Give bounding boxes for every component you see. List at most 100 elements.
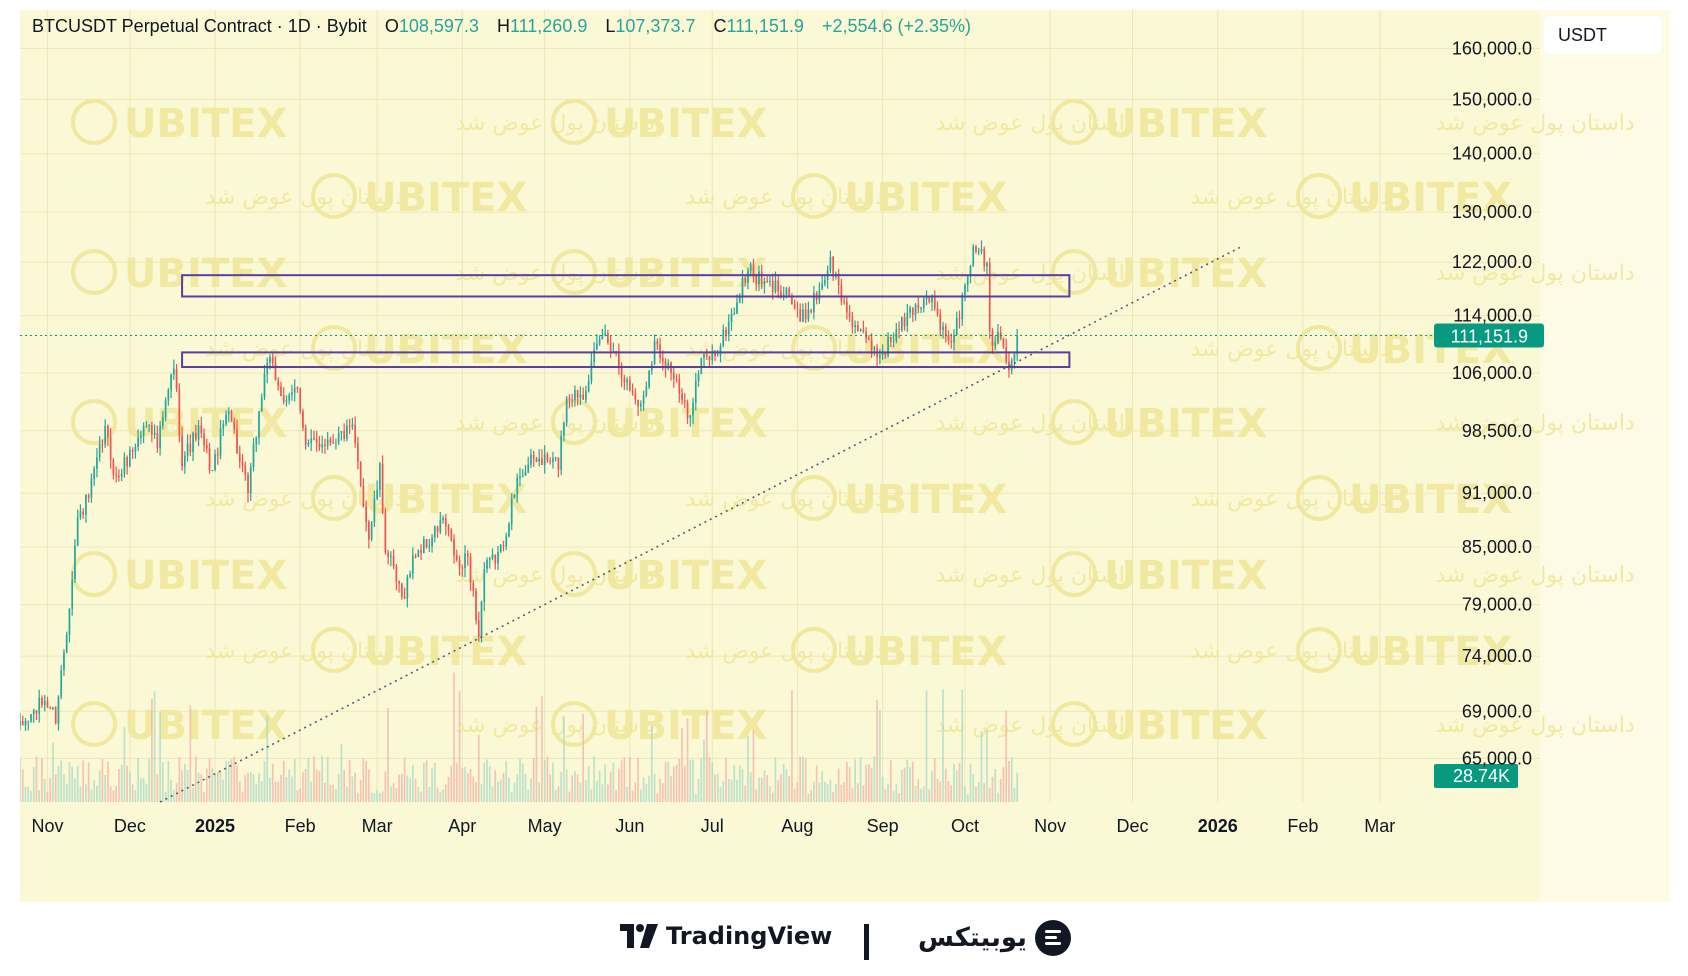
volume-bar — [785, 769, 788, 802]
candle-body — [395, 566, 398, 582]
watermark-slogan: داستان پول عوض شد — [205, 185, 404, 210]
volume-bar — [315, 769, 318, 802]
volume-bar — [241, 792, 244, 802]
candle-body — [109, 437, 112, 461]
candle-body — [777, 280, 780, 292]
volume-bar — [530, 778, 532, 802]
candle-body — [178, 389, 181, 436]
candle-body — [760, 271, 763, 285]
volume-bar — [439, 791, 442, 802]
volume-bar — [881, 776, 884, 802]
watermark-logo-icon — [1051, 701, 1097, 747]
volume-bar — [639, 789, 642, 802]
y-tick-label: 160,000.0 — [1452, 38, 1532, 58]
volume-bar — [332, 784, 335, 802]
volume-bar — [21, 769, 24, 802]
watermark-brand: UBITEX — [604, 703, 767, 749]
volume-bar — [93, 780, 96, 802]
candle-body — [241, 462, 244, 466]
candle-body — [725, 329, 727, 336]
candle-body — [442, 518, 444, 521]
volume-bar — [52, 742, 54, 802]
chart-area[interactable]: UBITEX داستان پول عوض شد UBITEX داستان پول … — [20, 10, 1670, 902]
volume-bar — [35, 756, 38, 802]
volume-bar — [741, 768, 744, 802]
candle-body — [288, 394, 291, 401]
volume-bar — [903, 767, 906, 802]
candle-body — [541, 458, 543, 465]
price-chart[interactable]: UBITEX داستان پول عوض شد UBITEX داستان پول … — [20, 10, 1670, 902]
volume-bar — [664, 762, 667, 802]
candle-body — [159, 425, 161, 449]
y-tick-label: 91,000.0 — [1462, 483, 1532, 503]
volume-bar — [725, 757, 727, 802]
candle-body — [936, 308, 939, 315]
volume-bar — [222, 779, 225, 802]
volume-bar — [944, 768, 947, 802]
volume-bar — [38, 790, 41, 802]
candle-body — [906, 312, 909, 327]
x-tick-label: Mar — [362, 816, 393, 836]
watermark-logo-icon — [71, 99, 117, 145]
candle-body — [197, 425, 200, 440]
watermark-brand: UBITEX — [604, 553, 767, 599]
volume-bar — [936, 779, 939, 802]
candle-body — [689, 415, 692, 419]
candle-body — [1002, 338, 1005, 347]
y-tick-label: 65,000.0 — [1462, 748, 1532, 768]
candle-body — [491, 554, 494, 558]
watermark-brand: UBITEX — [364, 327, 527, 373]
candle-body — [343, 431, 346, 439]
volume-bar — [966, 793, 969, 802]
footer-bar: TradingView یوبیتکس — [0, 902, 1688, 976]
currency-selector[interactable]: USDT — [1544, 16, 1662, 54]
watermark-brand: UBITEX — [1104, 703, 1267, 749]
volume-bar — [469, 769, 472, 802]
candle-body — [373, 498, 376, 523]
candle-body — [521, 475, 524, 477]
volume-bar — [862, 785, 865, 802]
candle-body — [85, 495, 87, 515]
volume-bar — [557, 786, 560, 802]
candle-body — [730, 313, 733, 322]
candle-body — [719, 346, 722, 356]
open-label: O — [384, 16, 399, 36]
volume-bar — [634, 782, 637, 802]
candle-body — [972, 246, 975, 266]
volume-bar — [953, 764, 955, 802]
candle-body — [447, 526, 450, 530]
volume-bar — [922, 786, 925, 802]
candle-body — [420, 549, 422, 554]
volume-bar — [631, 790, 634, 802]
watermark-brand: UBITEX — [124, 553, 287, 599]
volume-bar — [758, 777, 760, 802]
volume-bar — [291, 776, 293, 802]
candle-body — [145, 425, 148, 427]
candle-body — [455, 555, 458, 560]
candle-body — [590, 361, 593, 382]
volume-bar — [400, 773, 403, 802]
volume-bar — [442, 789, 444, 802]
volume-bar — [164, 791, 167, 802]
volume-bar — [186, 769, 189, 802]
candle-body — [340, 431, 343, 434]
candle-body — [1013, 354, 1016, 361]
candle-body — [30, 714, 32, 722]
volume-bar — [587, 766, 590, 802]
volume-bar — [140, 778, 142, 802]
volume-bar — [483, 762, 486, 802]
candle-body — [587, 381, 590, 392]
volume-bar — [346, 786, 348, 802]
volume-bar — [686, 718, 689, 802]
watermark-slogan: داستان پول عوض شد — [935, 411, 1134, 436]
candle-body — [499, 545, 502, 553]
watermark-slogan: داستان پول عوض شد — [1435, 411, 1634, 436]
watermark-brand: UBITEX — [1104, 553, 1267, 599]
volume-bar — [225, 761, 227, 802]
volume-bar — [552, 762, 554, 802]
candle-body — [107, 425, 109, 438]
candle-body — [736, 302, 738, 314]
watermark-slogan: داستان پول عوض شد — [935, 111, 1134, 136]
volume-bar — [826, 784, 829, 802]
candle-body — [351, 424, 354, 427]
